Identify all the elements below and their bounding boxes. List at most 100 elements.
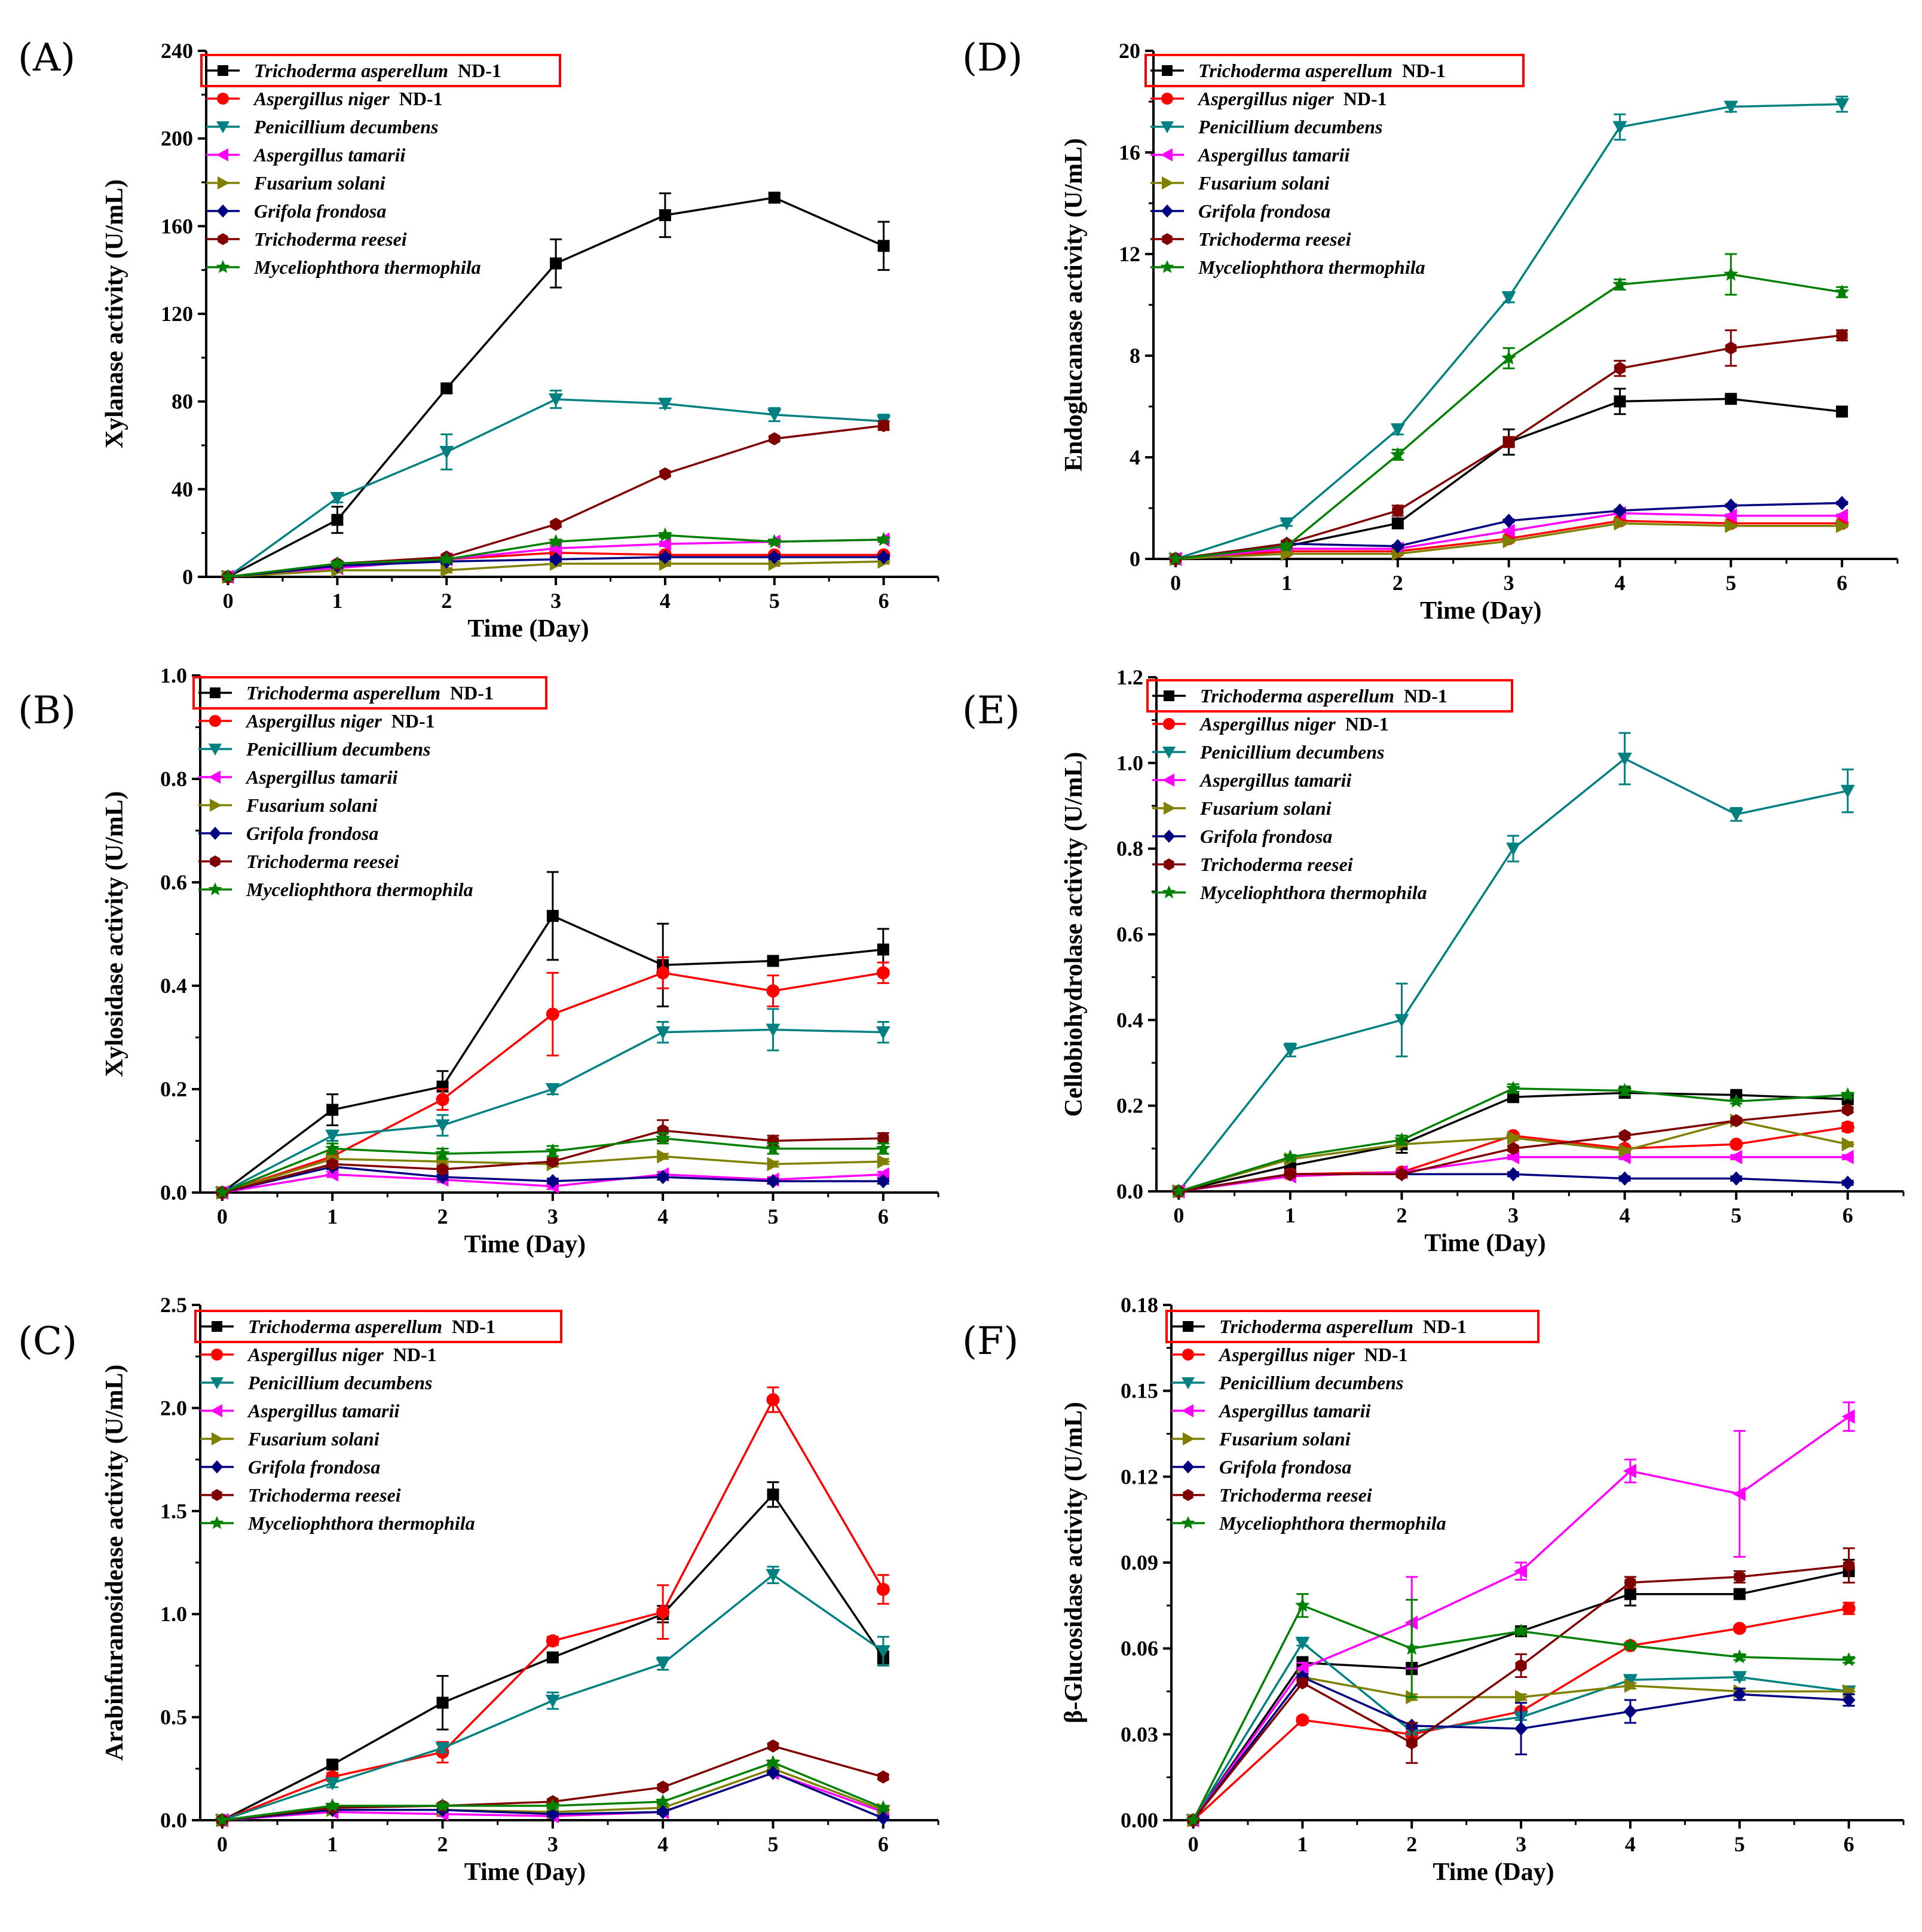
marker-circle: [1733, 1622, 1746, 1636]
y-tick-label: 1.0: [160, 664, 187, 687]
marker-tri-right: [212, 1432, 224, 1445]
marker-tri-left: [1729, 1150, 1743, 1164]
x-tick-label: 4: [660, 589, 671, 613]
marker-hexagon: [877, 1132, 889, 1145]
legend-name: Aspergillus tamarii: [1199, 769, 1352, 791]
x-axis-title: Time (Day): [1433, 1858, 1554, 1886]
marker-square: [1733, 1588, 1746, 1600]
legend-name: Aspergillus tamarii: [245, 766, 398, 788]
legend-suffix: ND-1: [452, 1316, 495, 1337]
marker-tri-down: [325, 1129, 340, 1143]
x-tick-label: 1: [332, 589, 342, 613]
legend-label: Trichoderma reesei: [1198, 228, 1351, 250]
marker-star: [657, 527, 673, 542]
marker-hexagon: [1183, 1489, 1193, 1501]
marker-circle: [209, 715, 221, 727]
marker-tri-down: [209, 744, 222, 756]
legend-label: Myceliophthora thermophila: [1219, 1512, 1446, 1534]
x-tick-label: 3: [1508, 1203, 1519, 1227]
y-tick-label: 2.0: [160, 1396, 187, 1420]
x-tick-label: 3: [550, 589, 561, 613]
marker-hexagon: [1842, 1103, 1854, 1117]
legend-label: Fusarium solani: [247, 1428, 379, 1450]
marker-tri-left: [1732, 1487, 1746, 1502]
marker-tri-down: [656, 1657, 671, 1671]
legend-name: Myceliophthora thermophila: [247, 1512, 475, 1534]
y-tick-label: 1.5: [160, 1499, 187, 1523]
legend-label: Grifola frondosa: [254, 200, 386, 222]
panel-label: (A): [18, 36, 75, 80]
marker-star: [221, 569, 235, 583]
marker-circle: [876, 966, 890, 980]
marker-diamond: [656, 1170, 670, 1185]
marker-diamond: [876, 1173, 890, 1188]
marker-circle: [1296, 1713, 1309, 1727]
x-tick-label: 0: [223, 589, 234, 613]
legend-label: Fusarium solani: [253, 172, 385, 194]
marker-tri-right: [1618, 1143, 1632, 1158]
marker-star: [1181, 1516, 1195, 1529]
marker-square: [1183, 1321, 1193, 1332]
marker-tri-right: [1624, 1678, 1638, 1693]
marker-tri-left: [1161, 148, 1173, 161]
legend-label: Penicillium decumbens: [246, 738, 430, 760]
marker-hexagon: [1162, 233, 1173, 245]
legend-name: Aspergillus niger: [1197, 88, 1334, 109]
legend-label: Aspergillus tamarii: [1199, 769, 1352, 791]
marker-star: [1840, 1087, 1856, 1102]
marker-diamond: [1507, 1167, 1520, 1182]
marker-square: [546, 1651, 559, 1664]
legend-name: Fusarium solani: [246, 794, 378, 816]
legend-name: Grifola frondosa: [254, 200, 386, 222]
y-tick-label: 160: [161, 214, 193, 238]
marker-tri-right: [1507, 1130, 1521, 1145]
y-tick-label: 0.5: [160, 1705, 187, 1729]
marker-circle: [546, 1007, 559, 1021]
marker-hexagon: [1624, 1576, 1636, 1589]
marker-star: [1841, 1652, 1856, 1667]
marker-star: [1162, 885, 1176, 898]
marker-star: [330, 556, 345, 570]
marker-diamond: [1733, 1687, 1746, 1702]
legend-label: Myceliophthora thermophila: [253, 256, 481, 278]
legend-label: Aspergillus niger ND-1: [1197, 88, 1387, 109]
marker-tri-down: [435, 1119, 450, 1133]
marker-tri-down: [545, 1695, 560, 1708]
marker-star: [655, 1130, 671, 1145]
y-tick-label: 0.0: [160, 1181, 187, 1205]
marker-square: [550, 257, 562, 270]
x-tick-label: 4: [657, 1205, 668, 1228]
marker-star: [1186, 1812, 1201, 1827]
x-tick-label: 6: [878, 1832, 889, 1856]
y-tick-label: 240: [161, 39, 193, 63]
marker-star: [210, 1516, 224, 1529]
legend-name: Myceliophthora thermophila: [1199, 882, 1427, 903]
legend-label: Trichoderma reesei: [1219, 1484, 1372, 1506]
x-tick-label: 2: [437, 1205, 448, 1228]
marker-tri-right: [657, 1149, 671, 1164]
marker-star: [767, 534, 782, 548]
marker-diamond: [1842, 1692, 1856, 1707]
y-tick-label: 0.2: [1116, 1094, 1143, 1118]
x-axis-title: Time (Day): [1424, 1230, 1545, 1257]
y-tick-label: 0.2: [160, 1077, 187, 1101]
legend-suffix: ND-1: [399, 88, 443, 109]
marker-diamond: [1391, 539, 1404, 554]
marker-square: [1162, 65, 1173, 76]
x-axis-title: Time (Day): [467, 615, 589, 643]
marker-square: [1725, 393, 1737, 405]
marker-hexagon: [769, 432, 781, 445]
legend-highlight-box: [200, 54, 561, 87]
marker-star: [1390, 447, 1406, 461]
marker-star: [216, 260, 230, 273]
panel-label: (E): [962, 689, 1020, 733]
x-tick-label: 0: [1170, 571, 1181, 595]
marker-tri-left: [657, 537, 671, 551]
marker-tri-down: [435, 1742, 450, 1756]
y-tick-label: 200: [161, 127, 193, 151]
marker-square: [1614, 395, 1626, 408]
legend-label: Trichoderma asperellum ND-1: [1219, 1316, 1467, 1337]
marker-circle: [211, 1349, 223, 1361]
y-tick-label: 0.4: [1116, 1008, 1143, 1032]
